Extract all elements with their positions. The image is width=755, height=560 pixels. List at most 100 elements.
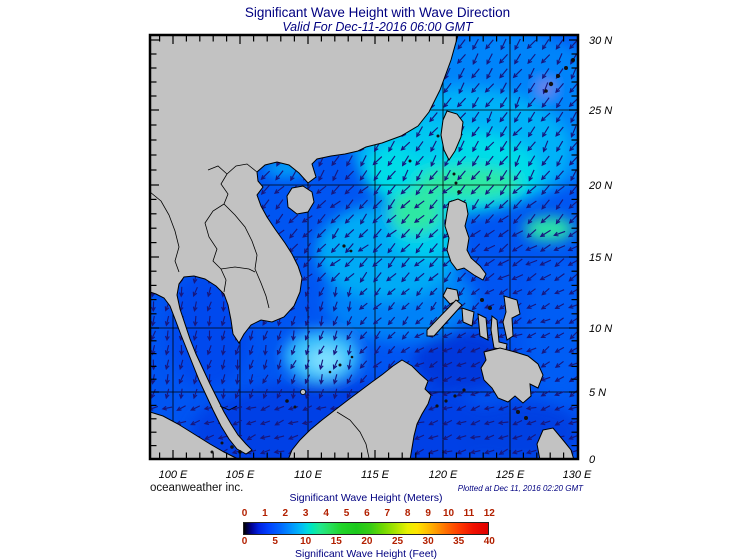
land-region-hainan (286, 185, 315, 215)
meter-tick-10: 10 (442, 508, 455, 519)
meter-tick-2: 2 (282, 508, 289, 519)
land-region-panay (461, 307, 475, 327)
small-island-dot (556, 74, 560, 78)
chart-title: Significant Wave Height with Wave Direct… (244, 5, 511, 20)
small-island-dot (480, 298, 484, 302)
country-border-laos-thailand (204, 203, 256, 273)
land-region-sumatra (150, 411, 240, 459)
land-region-palawan (426, 299, 463, 337)
feet-tick-30: 30 (422, 536, 434, 547)
meter-tick-6: 6 (364, 508, 370, 519)
small-island-dot (444, 399, 448, 403)
small-island-dot (571, 58, 575, 62)
lat-label-25N: 25 N (588, 105, 612, 117)
meter-tick-8: 8 (404, 508, 411, 519)
meter-tick-3: 3 (302, 508, 309, 519)
country-border-kalimantan-border (336, 411, 370, 459)
small-island-dot (436, 134, 440, 138)
feet-tick-25: 25 (391, 536, 404, 547)
small-island-dot (435, 404, 439, 408)
land-region-samar-leyte (502, 295, 521, 341)
credit-text: oceanweather inc. (150, 482, 244, 494)
small-island-dot (453, 394, 457, 398)
country-border-thailand-myanmar (150, 191, 180, 273)
land-region-borneo (287, 359, 432, 459)
chart-subtitle-valid-time: Valid For Dec-11-2016 06:00 GMT (282, 20, 473, 34)
feet-tick-0: 0 (241, 536, 248, 547)
small-island-dot (408, 159, 412, 163)
feet-tick-10: 10 (300, 536, 312, 547)
meter-tick-9: 9 (425, 508, 431, 519)
land-region-taiwan (440, 110, 464, 161)
colorbar-label-feet: Significant Wave Height (Feet) (294, 548, 437, 560)
land-region-sulawesi (536, 427, 575, 459)
small-island-dot (457, 190, 461, 194)
lon-label-105E: 105 E (226, 469, 255, 481)
wave-blob-luzon-strait-green (416, 167, 520, 199)
wave-blob-pacific-mid (526, 260, 578, 400)
land-region-luzon (444, 198, 487, 281)
meter-tick-1: 1 (262, 508, 268, 519)
land-region-negros (477, 313, 489, 341)
small-island-dot (285, 399, 289, 403)
lat-label-15N: 15 N (589, 252, 612, 264)
small-island-dot (548, 81, 554, 87)
lon-label-125E: 125 E (496, 469, 525, 481)
small-island-dot (454, 181, 458, 185)
small-island-dot (349, 249, 353, 253)
country-border-thailand-cambodia (220, 268, 227, 293)
small-island-dot (516, 410, 520, 414)
small-island-dot (488, 306, 492, 310)
feet-tick-40: 40 (483, 536, 495, 547)
small-island-dot (338, 363, 342, 367)
small-island-dot (462, 388, 466, 392)
lat-label-20N: 20 N (588, 180, 612, 192)
meter-tick-7: 7 (384, 508, 391, 519)
meter-tick-0: 0 (241, 508, 248, 519)
lon-label-115E: 115 E (361, 469, 390, 481)
country-border-malaysia-thailand (219, 405, 238, 411)
lat-label-0: 0 (589, 454, 596, 466)
land-masses (150, 35, 575, 459)
small-island-dot (564, 66, 568, 70)
land-region-mindanao (480, 347, 544, 404)
meter-tick-4: 4 (323, 508, 329, 519)
land-region-mainland-asia (150, 35, 459, 455)
small-island-dot (350, 355, 354, 359)
country-border-china-laos (207, 165, 228, 175)
axis-labels: 100 E 105 E 110 E 115 E 120 E 125 E 130 E 30 N 2… (159, 35, 613, 481)
small-island-dot (220, 441, 224, 445)
wave-blob-east-green (524, 217, 574, 241)
feet-tick-35: 35 (453, 536, 465, 547)
small-island-dot (342, 244, 346, 248)
lat-label-5N: 5 N (589, 387, 606, 399)
wave-blob-west-luzon-green (390, 190, 442, 234)
feet-tick-15: 15 (330, 536, 342, 547)
land-region-cebu-bohol (490, 315, 508, 351)
feet-tick-20: 20 (361, 536, 373, 547)
lat-label-30N: 30 N (589, 35, 612, 47)
small-island-dot (544, 89, 548, 93)
small-island-dot (328, 370, 332, 374)
map-canvas: 100 E 105 E 110 E 115 E 120 E 125 E 130 E 30 N 2… (148, 33, 613, 481)
lon-label-110E: 110 E (294, 469, 323, 481)
lon-label-120E: 120 E (429, 469, 458, 481)
wave-blob-se-vietnam-bright (307, 348, 343, 372)
lat-label-10N: 10 N (589, 323, 612, 335)
feet-tick-5: 5 (272, 536, 278, 547)
colorbar-gradient (243, 522, 489, 535)
lon-label-100E: 100 E (159, 469, 188, 481)
small-island-dot (299, 388, 306, 395)
meter-tick-11: 11 (463, 508, 475, 519)
small-island-dot (293, 405, 297, 409)
plotted-timestamp: Plotted at Dec 11, 2016 02:20 GMT (457, 484, 583, 493)
colorbar-label-meters: Significant Wave Height (Meters) (289, 492, 443, 504)
lon-label-130E: 130 E (563, 469, 592, 481)
small-island-dot (452, 172, 456, 176)
meter-tick-5: 5 (343, 508, 350, 519)
map-frame (148, 33, 580, 461)
small-island-dot (230, 445, 234, 449)
country-border-vietnam-laos-cambodia (223, 203, 270, 309)
meter-tick-12: 12 (483, 508, 495, 519)
